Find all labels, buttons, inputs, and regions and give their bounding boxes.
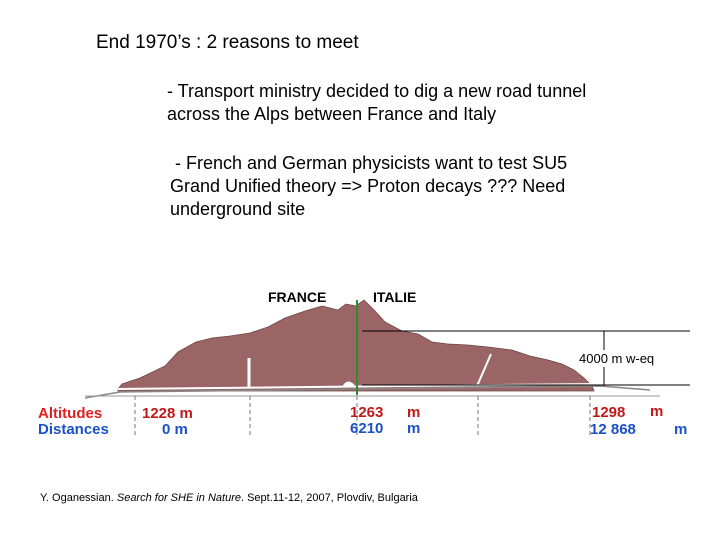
reason-2-line-3: underground site — [170, 199, 306, 219]
tunnel-profile-diagram: 4000 m w-eq FRANCE ITALIE Altitudes Dist… — [38, 289, 690, 438]
distances-label: Distances — [38, 421, 109, 438]
altitude-right-unit: m — [650, 403, 663, 420]
ground-ridge — [84, 385, 651, 399]
citation-title: Search for SHE in Nature — [116, 492, 241, 504]
distance-mid-unit: m — [407, 420, 420, 437]
citation-suffix: . Sept.11-12, 2007, Plovdiv, Bulgaria — [240, 492, 418, 504]
distance-right: 12 868 — [590, 421, 636, 438]
distance-right-unit: m — [674, 421, 687, 438]
country-france: FRANCE — [268, 289, 326, 305]
citation-footer: Y. Oganessian. Search for SHE in Nature.… — [40, 492, 418, 504]
lab-cavern — [342, 381, 356, 387]
distance-mid: 6210 — [350, 420, 383, 437]
reason-1: - Transport ministry decided to dig a ne… — [167, 80, 586, 126]
depth-label: 4000 m w-eq — [579, 351, 654, 366]
reason-2-line-2: Grand Unified theory => Proton decays ??… — [170, 176, 566, 196]
reason-2-line-1: - French and German physicists want to t… — [170, 153, 568, 173]
altitude-mid-unit: m — [407, 404, 420, 421]
altitudes-label: Altitudes — [38, 405, 102, 422]
distance-left: 0 m — [162, 421, 188, 438]
country-italie: ITALIE — [373, 289, 416, 305]
altitude-right: 1298 — [592, 404, 625, 421]
shaft-right — [476, 353, 492, 387]
altitude-left: 1228 m — [142, 405, 193, 422]
reason-2: - French and German physicists want to t… — [170, 152, 567, 221]
reason-1-line-1: - Transport ministry decided to dig a ne… — [167, 81, 587, 101]
depth-label-box — [577, 350, 675, 367]
slide-title: End 1970’s : 2 reasons to meet — [96, 32, 359, 53]
reason-1-line-2: across the Alps between France and Italy — [167, 104, 497, 124]
citation-prefix: Y. Oganessian. — [40, 492, 117, 504]
altitude-mid: 1263 — [350, 404, 383, 421]
